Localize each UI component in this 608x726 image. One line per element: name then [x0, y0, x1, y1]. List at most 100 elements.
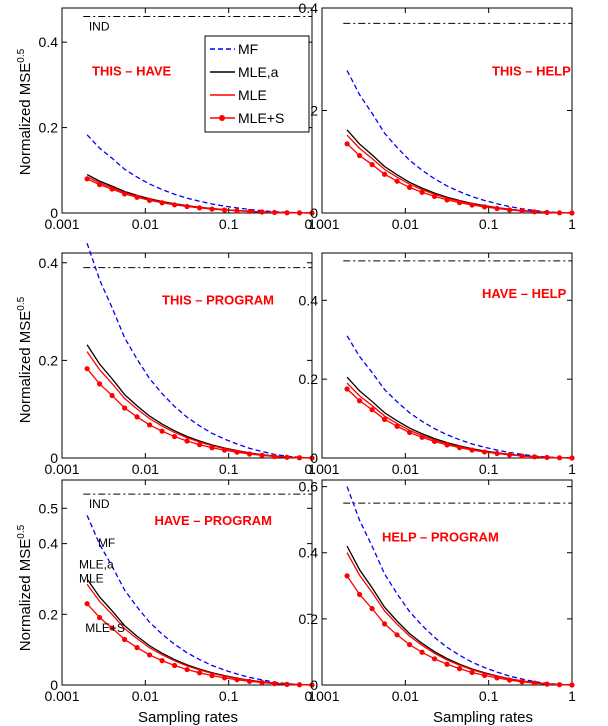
- data-point: [134, 645, 140, 651]
- data-point: [296, 682, 303, 688]
- data-point: [519, 679, 525, 685]
- series-line-mle-a: [346, 545, 573, 686]
- y-tick-label: 0: [50, 450, 58, 466]
- data-point: [456, 200, 463, 206]
- data-point: [196, 442, 203, 448]
- data-point: [221, 675, 228, 681]
- data-point: [569, 682, 575, 688]
- data-point: [184, 438, 190, 444]
- plot-frame: [61, 479, 313, 686]
- ind-label: IND: [89, 497, 110, 511]
- data-point: [121, 636, 128, 643]
- data-point: [431, 438, 438, 445]
- data-point: [121, 405, 128, 411]
- x-tick-label: 0.001: [304, 216, 339, 232]
- x-tick-label: 0.1: [219, 216, 239, 232]
- y-tick-label: 0.2: [39, 120, 59, 136]
- data-point: [159, 658, 165, 664]
- data-point: [309, 682, 315, 688]
- data-point: [444, 197, 450, 203]
- data-point: [309, 210, 315, 216]
- data-point: [544, 209, 550, 216]
- data-point: [134, 194, 140, 200]
- data-point: [419, 189, 425, 195]
- data-point: [494, 675, 500, 681]
- data-point: [481, 672, 488, 678]
- data-point: [469, 202, 475, 208]
- data-point: [456, 666, 463, 672]
- legend-label: MLE: [238, 87, 267, 103]
- data-point: [531, 454, 538, 460]
- data-point: [209, 445, 215, 451]
- legend-label: MLE+S: [238, 110, 284, 126]
- plot-frame: [321, 252, 573, 459]
- data-point: [381, 171, 388, 177]
- data-point: [259, 452, 265, 458]
- data-point: [481, 204, 488, 210]
- data-point: [356, 152, 363, 159]
- series-annotation: MLE: [79, 572, 104, 586]
- y-tick-label: 0.4: [39, 34, 59, 50]
- data-point: [506, 207, 513, 213]
- data-point: [96, 381, 103, 387]
- series-line-mf: [346, 486, 573, 686]
- data-point: [171, 433, 178, 440]
- x-tick-label: 0.001: [44, 461, 79, 477]
- x-tick-label: 0.001: [304, 688, 339, 704]
- legend-label: MLE,a: [238, 64, 279, 80]
- x-tick-label: 1: [568, 688, 576, 704]
- panel-title: HAVE – HELP: [482, 286, 567, 301]
- series-line-mf: [86, 515, 313, 686]
- data-point: [469, 669, 475, 676]
- x-tick-label: 1: [308, 461, 316, 477]
- y-tick-label: 0.5: [39, 500, 59, 516]
- y-tick-label: 0.2: [39, 352, 59, 368]
- data-point: [221, 447, 228, 453]
- data-point: [296, 210, 303, 216]
- data-point: [184, 666, 190, 673]
- y-tick-label: 0.4: [299, 545, 319, 561]
- data-point: [109, 392, 115, 399]
- y-tick-label: 0: [50, 205, 58, 221]
- y-tick-label: 0: [310, 677, 318, 693]
- data-point: [284, 210, 290, 216]
- data-point: [506, 452, 513, 458]
- data-point: [356, 398, 363, 404]
- data-point: [96, 182, 103, 188]
- x-tick-label: 1: [308, 688, 316, 704]
- panel-title: HELP – PROGRAM: [382, 530, 499, 545]
- plot-frame: [321, 479, 573, 686]
- y-axis-label: Normalized MSE0.5: [16, 524, 34, 651]
- data-point: [146, 197, 153, 203]
- y-tick-label: 0.6: [299, 479, 319, 495]
- x-tick-label: 1: [568, 461, 576, 477]
- series-line-mf: [346, 335, 573, 459]
- x-axis-label: Sampling rates: [433, 709, 533, 726]
- data-point: [544, 681, 550, 687]
- series-line-mle-a: [86, 344, 313, 459]
- x-tick-label: 0.1: [479, 216, 499, 232]
- plot-frame: [321, 7, 573, 214]
- data-point: [109, 186, 115, 192]
- data-point: [146, 422, 153, 428]
- x-tick-label: 0.1: [479, 688, 499, 704]
- y-tick-label: 0: [310, 205, 318, 221]
- data-point: [356, 591, 363, 598]
- data-point: [556, 455, 563, 461]
- panel-title: HAVE – PROGRAM: [155, 513, 273, 528]
- x-tick-label: 1: [308, 216, 316, 232]
- data-point: [196, 670, 203, 676]
- data-point: [419, 649, 425, 655]
- data-point: [209, 206, 215, 212]
- ind-label: IND: [89, 20, 110, 34]
- data-point: [96, 614, 103, 621]
- x-tick-label: 0.1: [479, 461, 499, 477]
- data-point: [246, 208, 253, 215]
- y-tick-label: 0.2: [299, 371, 319, 387]
- panel-title: THIS – HELP: [492, 64, 571, 79]
- data-point: [134, 414, 140, 420]
